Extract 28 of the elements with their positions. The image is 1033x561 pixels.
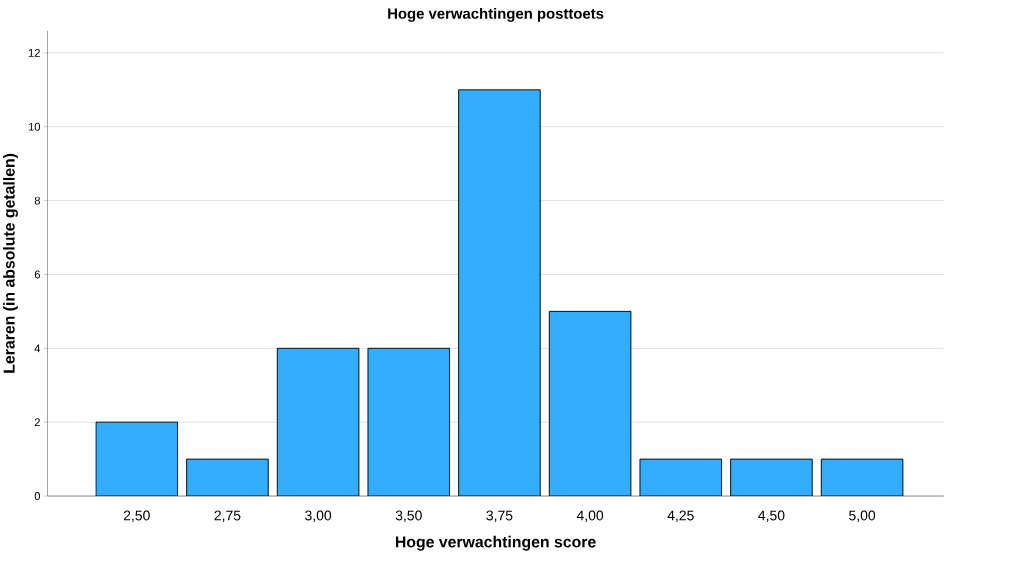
y-tick-label: 4 xyxy=(34,344,41,353)
chart-title: Hoge verwachtingen posttoets xyxy=(388,7,604,22)
x-tick-label: 4,25 xyxy=(667,510,694,522)
x-axis-title: Hoge verwachtingen score xyxy=(395,535,596,551)
y-tick-label: 2 xyxy=(34,418,40,426)
bar xyxy=(95,421,179,496)
x-tick-label: 2,75 xyxy=(214,510,241,522)
x-tick-label: 3,50 xyxy=(395,510,422,522)
bar xyxy=(367,347,451,496)
y-tick-label: 8 xyxy=(34,196,40,205)
x-tick-label: 3,75 xyxy=(486,510,513,522)
y-tick-label: 12 xyxy=(28,48,40,57)
bar xyxy=(548,310,632,496)
x-tick-label: 2,50 xyxy=(123,510,150,522)
y-axis-title: Leraren (in absolute getallen) xyxy=(3,153,18,373)
bar xyxy=(458,89,541,496)
x-tick-label: 4,00 xyxy=(576,510,604,522)
y-tick-label: 0 xyxy=(34,492,41,500)
x-tick-label: 5,00 xyxy=(849,510,876,522)
bar xyxy=(186,458,269,496)
y-tick-label: 10 xyxy=(28,122,41,131)
bar xyxy=(639,458,723,496)
bar xyxy=(820,458,904,496)
y-tick-label: 6 xyxy=(34,270,40,279)
x-tick-label: 3,00 xyxy=(305,510,332,522)
x-tick-label: 4,50 xyxy=(758,510,785,522)
bar xyxy=(730,458,813,496)
bar xyxy=(276,347,360,496)
